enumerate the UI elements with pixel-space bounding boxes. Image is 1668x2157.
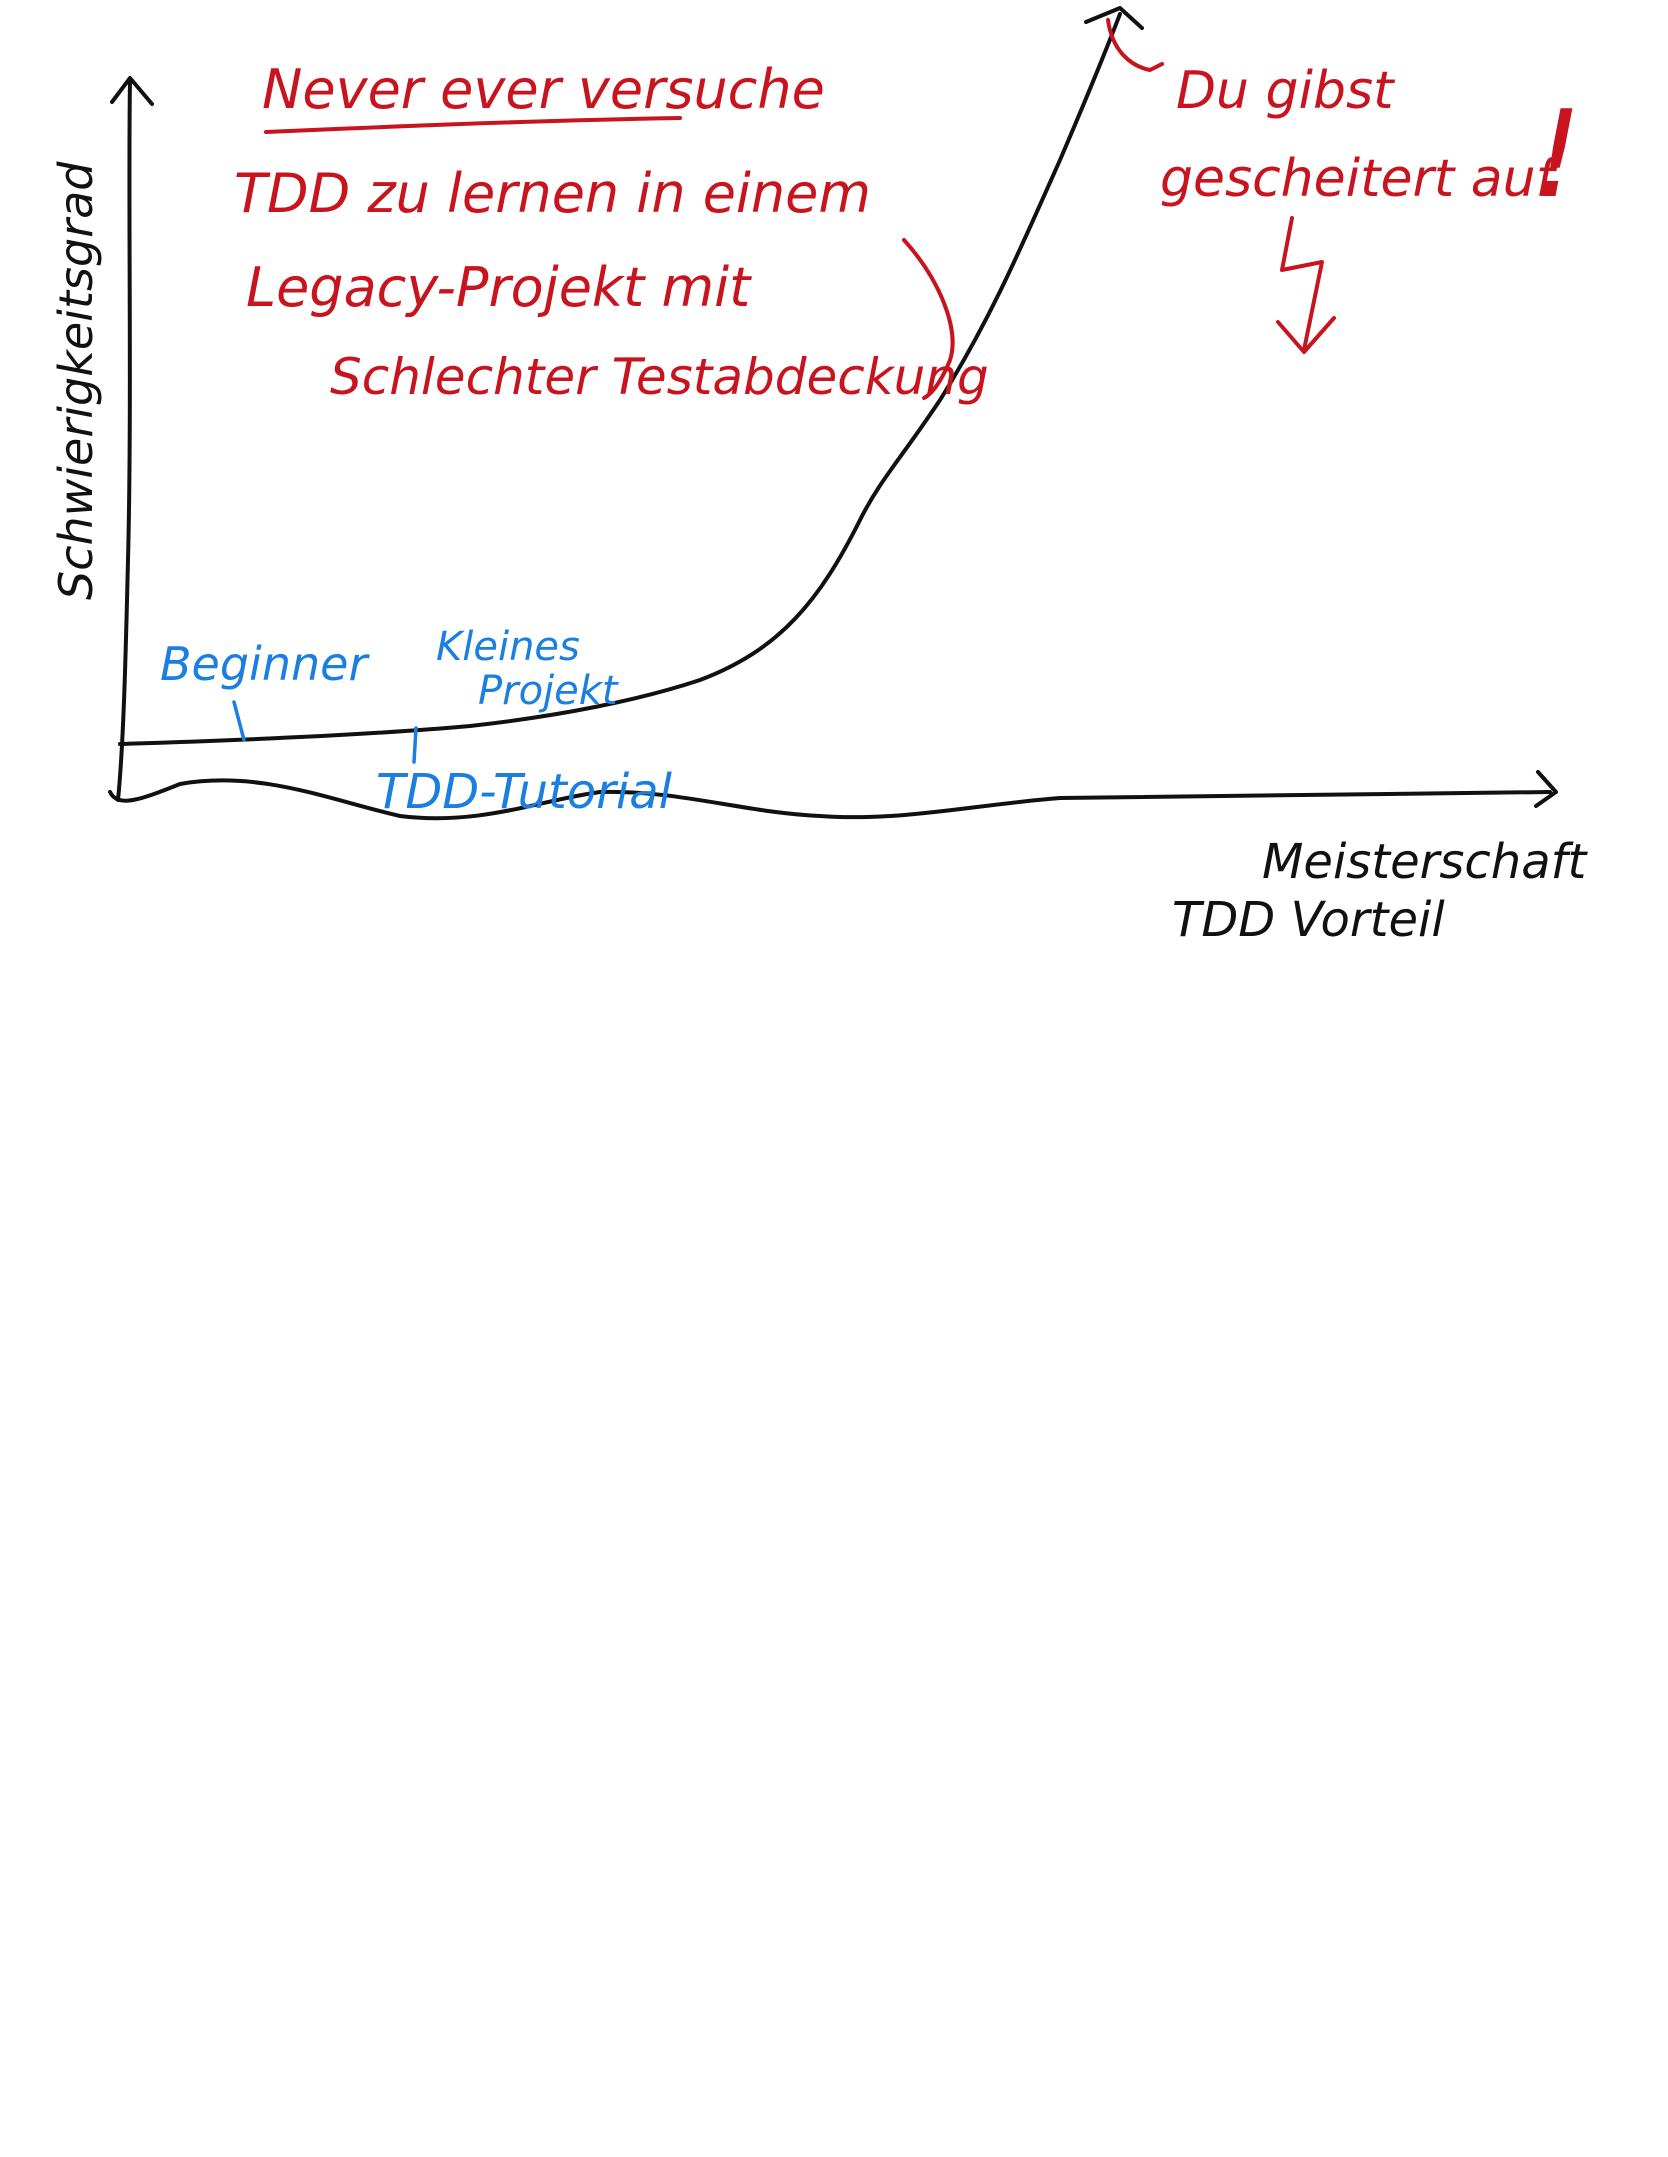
milestone-small-project-2: Projekt: [478, 668, 619, 714]
x-axis-line: [108, 778, 1552, 821]
y-axis-line: [116, 78, 132, 802]
x-axis-label-tdd-advantage: TDD Vorteil: [1172, 892, 1445, 948]
warning-line-1: Never ever versuche: [262, 58, 825, 121]
x-axis-label-mastery: Meisterschaft: [1262, 834, 1589, 890]
milestone-tutorial-tick: [412, 726, 418, 764]
y-axis-label: Schwierigkeitsgrad: [49, 161, 103, 600]
outcome-line-1: Du gibst: [1176, 61, 1395, 121]
lightning-arrowhead-icon: [1276, 316, 1336, 354]
warning-bracket: [902, 238, 955, 400]
milestone-beginner-tick: [232, 700, 246, 742]
lightning-bolt-icon: [1280, 216, 1324, 352]
y-axis-arrowhead: [110, 76, 154, 106]
warning-underline: [264, 116, 682, 134]
milestone-beginner: Beginner: [160, 637, 370, 691]
warning-line-3: Legacy-Projekt mit: [246, 256, 752, 319]
milestone-small-project-1: Kleines: [436, 624, 580, 670]
warning-line-4: Schlechter Testabdeckung: [330, 348, 989, 406]
milestone-tutorial: TDD-Tutorial: [376, 764, 673, 820]
outcome-line-2: gescheitert auf: [1160, 149, 1561, 209]
x-axis-arrowhead: [1534, 770, 1558, 808]
outcome-exclamation: !: [1534, 86, 1582, 225]
difficulty-curve: [118, 12, 1122, 746]
outcome-pointer-arrow: [1106, 18, 1164, 72]
curve-top-arrowhead: [1084, 6, 1144, 30]
warning-line-2: TDD zu lernen in einem: [234, 162, 871, 225]
